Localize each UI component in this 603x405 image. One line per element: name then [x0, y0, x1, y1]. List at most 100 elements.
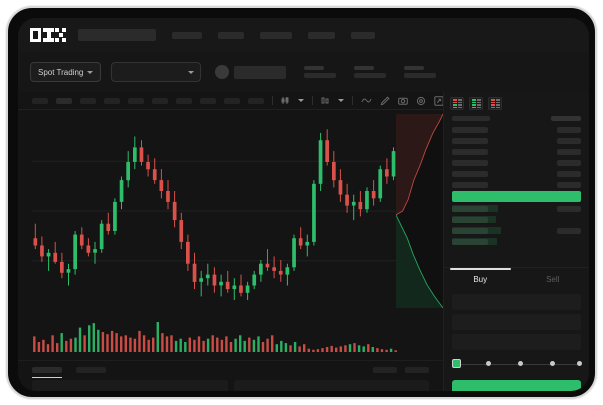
order-book-ask-list[interactable]: [444, 124, 589, 190]
tab-sell[interactable]: Sell: [517, 268, 590, 290]
nav-item-1[interactable]: [218, 31, 244, 39]
market-header-row: Spot Trading: [18, 52, 589, 92]
chevron-down-icon[interactable]: [338, 99, 344, 102]
nav-item-2[interactable]: [260, 31, 292, 39]
amount-slider[interactable]: [452, 357, 582, 373]
order-book-ask-row[interactable]: [444, 168, 589, 179]
market-stat-0: [304, 66, 337, 78]
volume-canvas: [33, 322, 397, 352]
order-book-bid-row[interactable]: [444, 236, 589, 247]
spread-highlight: [452, 191, 581, 202]
toolbar-divider: [352, 96, 353, 105]
orders-action-0[interactable]: [373, 367, 397, 373]
pencil-icon[interactable]: [380, 95, 390, 106]
timeframe-button-6[interactable]: [176, 97, 192, 104]
order-book-bid-row[interactable]: [444, 225, 589, 236]
order-book-qty: [452, 137, 488, 144]
timeframe-button-2[interactable]: [80, 97, 96, 104]
orders-card-1[interactable]: [233, 380, 429, 391]
orderbook-both-icon[interactable]: [450, 97, 464, 110]
toolbar-divider: [272, 96, 273, 105]
coin-avatar: [215, 65, 230, 79]
order-total-field[interactable]: [452, 334, 581, 350]
order-book-ask-row[interactable]: [444, 146, 589, 157]
slider-stop-2[interactable]: [518, 361, 523, 366]
nav-item-0[interactable]: [172, 31, 202, 39]
orderbook-bids-icon[interactable]: [469, 97, 483, 110]
order-book-bid-list[interactable]: [444, 203, 589, 247]
indicator-wave-icon[interactable]: [361, 96, 372, 105]
order-price-field[interactable]: [452, 294, 581, 310]
toolbar-divider: [312, 96, 313, 105]
market-stat-label: [354, 66, 375, 70]
orders-action-1[interactable]: [405, 367, 429, 373]
slider-handle[interactable]: [452, 359, 461, 368]
market-stat-value: [404, 73, 437, 78]
candlestick-icon[interactable]: [281, 96, 290, 105]
orderbook-asks-icon[interactable]: [488, 97, 502, 110]
tab-sell-label: Sell: [546, 274, 560, 284]
orders-tab-1[interactable]: [76, 367, 106, 373]
device-frame: Spot Trading: [6, 6, 597, 399]
order-book-ask-row[interactable]: [444, 135, 589, 146]
slider-stop-1[interactable]: [486, 361, 491, 366]
camera-icon[interactable]: [398, 96, 408, 106]
submit-buy-button[interactable]: [452, 380, 581, 391]
order-book-col-price: [551, 116, 581, 121]
orders-tab-0[interactable]: [32, 367, 62, 378]
order-book-bid-row[interactable]: [444, 214, 589, 225]
order-book-header: [444, 114, 589, 124]
chevron-down-icon[interactable]: [298, 99, 304, 102]
market-stat-value: [354, 73, 387, 78]
timeframe-button-9[interactable]: [248, 97, 264, 104]
timeframe-button-8[interactable]: [224, 97, 240, 104]
nav-item-3[interactable]: [308, 31, 335, 39]
candlestick-chart[interactable]: [18, 110, 443, 308]
orders-card-0[interactable]: [32, 380, 228, 391]
timeframe-button-3[interactable]: [104, 97, 120, 104]
order-book-qty: [452, 126, 488, 133]
order-book-mode-group: [444, 92, 589, 114]
chart-type-icon[interactable]: [321, 96, 330, 105]
order-book-panel: [443, 92, 589, 267]
order-book-price: [557, 181, 581, 188]
trading-mode-button[interactable]: Spot Trading: [30, 62, 102, 82]
slider-stop-3[interactable]: [550, 361, 555, 366]
order-book-price: [557, 205, 581, 212]
order-amount-field[interactable]: [452, 314, 581, 330]
volume-histogram: [18, 308, 443, 360]
order-book-bid-row[interactable]: [444, 203, 589, 214]
timeframe-button-4[interactable]: [128, 97, 144, 104]
order-book-ask-row[interactable]: [444, 179, 589, 190]
top-navigation-bar: [18, 18, 589, 52]
order-book-qty: [452, 148, 488, 155]
bid-depth-bar: [452, 216, 496, 223]
chevron-down-icon: [87, 70, 94, 74]
settings-gear-icon[interactable]: [416, 96, 426, 106]
slider-stop-4[interactable]: [577, 361, 582, 366]
market-stat-value: [304, 73, 337, 78]
pair-name: [234, 65, 287, 79]
candles-canvas: [32, 125, 430, 300]
pair-selector-dropdown[interactable]: [111, 62, 202, 82]
timeframe-button-7[interactable]: [200, 97, 216, 104]
order-book-ask-row[interactable]: [444, 157, 589, 168]
okx-logo-icon[interactable]: [30, 28, 66, 42]
timeframe-button-5[interactable]: [152, 97, 168, 104]
app-screen: Spot Trading: [18, 18, 589, 391]
order-book-qty: [452, 170, 488, 177]
tab-buy-label: Buy: [473, 274, 488, 284]
search-input[interactable]: [78, 29, 156, 41]
bid-depth-bar: [452, 238, 497, 245]
timeframe-button-0[interactable]: [32, 97, 48, 104]
trade-order-panel: Buy Sell: [443, 267, 589, 391]
tab-buy[interactable]: Buy: [444, 268, 517, 290]
order-book-ask-row[interactable]: [444, 124, 589, 135]
order-book-qty: [452, 159, 488, 166]
order-book-spread-row[interactable]: [444, 190, 589, 203]
timeframe-button-1[interactable]: [56, 97, 72, 104]
order-book-qty: [452, 227, 488, 234]
fullscreen-icon[interactable]: [434, 95, 444, 106]
order-book-price: [557, 227, 581, 234]
nav-item-4[interactable]: [351, 31, 375, 39]
